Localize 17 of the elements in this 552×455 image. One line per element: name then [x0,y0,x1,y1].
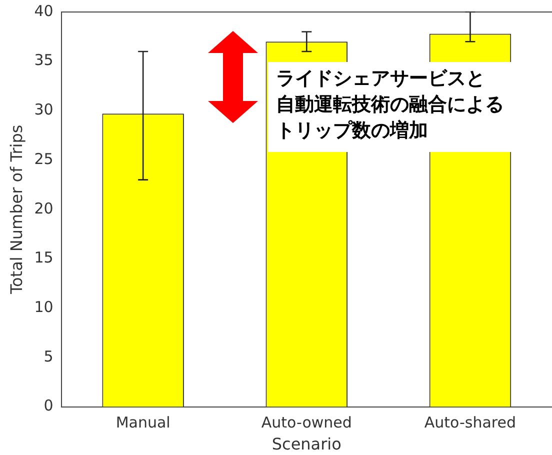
x-axis-title: Scenario [272,434,342,454]
y-tick-label: 10 [34,298,54,316]
annotation: トリップ数の増加 [276,119,428,142]
y-tick-label: 0 [44,396,54,415]
x-tick-label: Manual [116,414,170,432]
y-tick-label: 40 [34,2,54,20]
x-tick-label: Auto-shared [424,414,516,432]
y-tick-label: 30 [34,100,54,119]
y-tick-label: 25 [34,150,54,168]
annotation: ライドシェアサービスと [276,67,485,90]
x-tick-label: Auto-owned [261,414,352,432]
y-tick-label: 35 [34,51,54,70]
y-tick-label: 15 [34,248,54,267]
y-axis-title: Total Number of Trips [6,124,26,296]
y-tick-label: 20 [34,199,54,218]
annotation: 自動運転技術の融合による [276,93,504,116]
y-tick-label: 5 [44,347,54,366]
